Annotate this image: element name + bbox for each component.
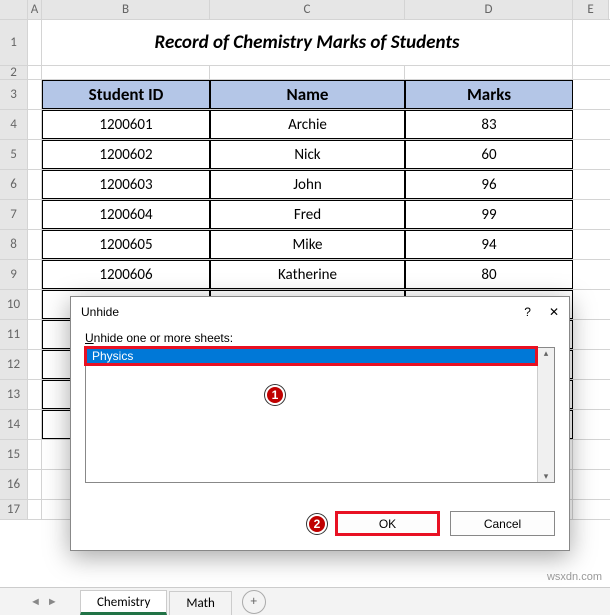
row-header-1[interactable]: 1 [0,20,28,65]
row-header-3[interactable]: 3 [0,80,28,109]
row-4: 4 1200601 Archie 83 [0,110,610,140]
column-headers: A B C D E [0,0,610,20]
th-marks[interactable]: Marks [405,80,573,109]
cell-marks[interactable]: 83 [405,110,573,139]
th-id[interactable]: Student ID [42,80,210,109]
col-header-c[interactable]: C [210,0,405,19]
col-header-b[interactable]: B [42,0,210,19]
marker-2: 2 [307,514,327,534]
help-icon[interactable]: ? [524,305,531,319]
row-9: 9 1200606 Katherine 80 [0,260,610,290]
row-7: 7 1200604 Fred 99 [0,200,610,230]
row-header-2[interactable]: 2 [0,66,28,79]
sheet-tab-bar: ◄► Chemistry Math + [0,587,610,615]
cell-id[interactable]: 1200601 [42,110,210,139]
row-3: 3 Student ID Name Marks [0,80,610,110]
row-2: 2 [0,66,610,80]
col-header-d[interactable]: D [405,0,573,19]
tab-nav-arrows[interactable]: ◄► [30,595,80,608]
scrollbar[interactable]: ▴▾ [537,348,554,482]
col-header-a[interactable]: A [28,0,42,19]
ok-button[interactable]: OK [335,511,440,536]
row-5: 5 1200602 Nick 60 [0,140,610,170]
row-6: 6 1200603 John 96 [0,170,610,200]
sheet-listbox[interactable]: Physics ▴▾ [85,347,555,483]
page-title[interactable]: Record of Chemistry Marks of Students [42,20,573,65]
add-sheet-button[interactable]: + [242,590,266,614]
col-header-e[interactable]: E [573,0,609,19]
cancel-button[interactable]: Cancel [450,511,555,536]
tab-chemistry[interactable]: Chemistry [80,590,167,615]
dialog-label: Unhide one or more sheets: [85,331,555,345]
close-icon[interactable]: ✕ [549,305,559,319]
select-all-corner[interactable] [0,0,28,19]
row-8: 8 1200605 Mike 94 [0,230,610,260]
unhide-dialog: Unhide ? ✕ Unhide one or more sheets: Ph… [70,296,570,551]
tab-math[interactable]: Math [169,591,231,615]
th-name[interactable]: Name [210,80,405,109]
list-item-physics[interactable]: Physics [86,348,537,364]
marker-1: 1 [265,385,285,405]
dialog-title: Unhide [81,305,119,319]
cell-name[interactable]: Archie [210,110,405,139]
row-1: 1 Record of Chemistry Marks of Students [0,20,610,66]
watermark: wsxdn.com [547,571,602,583]
